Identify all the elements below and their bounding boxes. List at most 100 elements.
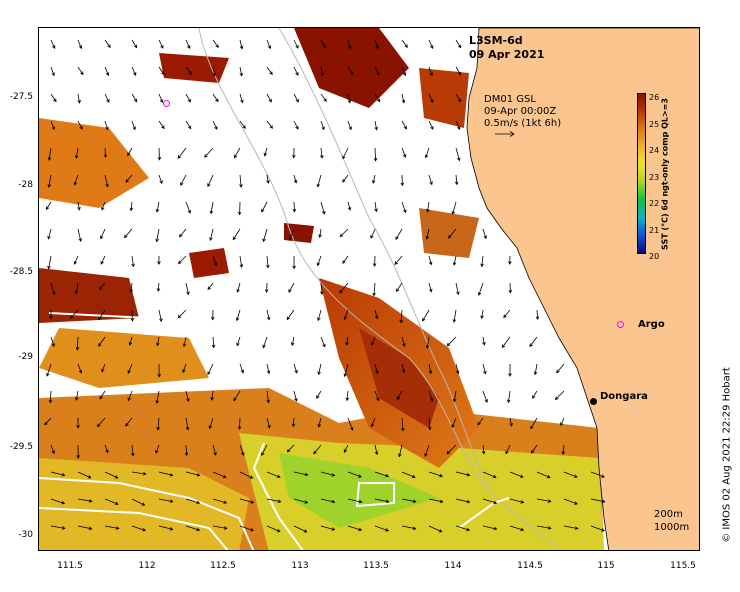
current-arrow — [371, 336, 376, 346]
colorbar-tick-label: 20 — [649, 252, 660, 261]
current-arrow — [397, 390, 403, 401]
current-arrow — [286, 309, 295, 321]
current-arrow — [209, 201, 214, 215]
current-arrow — [373, 147, 378, 162]
current-arrow — [401, 336, 406, 348]
current-arrow — [452, 390, 457, 403]
current-arrow — [455, 66, 462, 76]
current-arrow — [446, 444, 457, 455]
current-arrow — [73, 255, 79, 265]
argo-float-marker[interactable] — [617, 321, 624, 328]
sst-patch-north-3 — [419, 68, 469, 128]
current-arrow — [212, 498, 228, 504]
current-arrow — [370, 417, 376, 428]
current-arrow — [452, 255, 457, 266]
sst-patch-blob-1 — [189, 248, 229, 278]
current-arrow — [374, 66, 380, 76]
current-arrow — [347, 93, 352, 104]
current-arrow — [98, 309, 106, 321]
current-arrow — [395, 228, 403, 241]
current-arrow — [236, 282, 241, 293]
current-arrow — [316, 255, 322, 267]
current-arrow — [155, 201, 160, 213]
current-arrow — [237, 417, 242, 430]
current-arrow — [293, 174, 298, 184]
current-arrow — [158, 471, 174, 477]
current-arrow — [339, 282, 349, 294]
current-arrow — [131, 525, 147, 532]
current-arrow — [50, 282, 56, 296]
current-arrow — [345, 390, 350, 402]
current-arrow — [288, 228, 295, 241]
current-arrow — [77, 201, 81, 211]
current-arrow — [129, 282, 134, 293]
current-arrow — [401, 66, 407, 77]
current-arrow — [232, 228, 241, 241]
current-arrow — [374, 93, 381, 103]
current-arrow — [266, 93, 272, 103]
current-arrow — [480, 255, 484, 268]
current-arrow — [127, 147, 133, 157]
current-arrow — [50, 39, 56, 49]
argo-float-marker-2[interactable] — [163, 100, 170, 107]
current-arrow — [261, 201, 268, 213]
current-arrow — [477, 282, 484, 296]
current-arrow — [452, 309, 457, 323]
current-arrow — [286, 444, 295, 453]
current-arrow — [212, 525, 228, 530]
current-arrow — [509, 471, 524, 478]
current-arrow — [50, 93, 57, 103]
current-arrow — [293, 471, 309, 477]
current-arrow — [239, 66, 243, 77]
current-arrow — [509, 525, 525, 532]
current-arrow — [131, 444, 135, 457]
current-arrow — [47, 174, 52, 189]
current-arrow — [104, 444, 109, 454]
current-arrow — [455, 120, 461, 130]
current-arrow — [448, 228, 457, 239]
current-arrow — [212, 255, 218, 267]
current-arrow — [212, 120, 218, 130]
current-arrow — [74, 282, 79, 295]
current-arrow — [47, 228, 52, 240]
current-arrow — [76, 444, 80, 459]
x-tick-label: 112.5 — [210, 561, 236, 571]
current-arrow — [293, 120, 299, 130]
current-arrow — [590, 471, 605, 478]
current-arrow — [208, 417, 214, 430]
current-scale: 0.5m/s (1kt 6h) — [484, 118, 562, 129]
current-arrow — [399, 309, 403, 324]
current-arrow — [50, 66, 55, 77]
current-arrow — [77, 39, 83, 50]
map-frame[interactable] — [38, 27, 700, 551]
current-arrow — [77, 498, 93, 503]
isobath-200m — [198, 28, 558, 550]
current-arrow — [347, 39, 352, 50]
current-arrow — [50, 498, 66, 505]
current-arrow — [266, 390, 270, 404]
current-arrow — [127, 363, 133, 374]
current-arrow — [76, 417, 80, 429]
current-arrow — [374, 39, 379, 50]
x-tick-label: 115.5 — [670, 561, 696, 571]
current-arrow — [401, 417, 405, 432]
current-arrow — [266, 309, 271, 321]
current-arrow — [75, 336, 80, 351]
current-arrow — [401, 93, 406, 104]
current-arrow — [428, 174, 433, 186]
current-arrow — [158, 174, 163, 185]
current-arrow — [104, 120, 109, 131]
current-arrow — [77, 93, 81, 104]
current-arrow — [77, 120, 83, 130]
current-arrow — [509, 417, 513, 427]
current-arrow — [212, 39, 219, 48]
colorbar-tick-label: 26 — [649, 93, 660, 102]
current-arrow — [266, 174, 270, 184]
current-arrow — [157, 255, 161, 265]
y-tick-label: -29.5 — [9, 442, 33, 452]
depth-legend-200m: 200m — [654, 509, 683, 520]
current-arrow — [320, 66, 324, 77]
current-arrow — [74, 147, 79, 159]
current-arrow — [426, 201, 430, 213]
current-arrow — [182, 363, 187, 373]
